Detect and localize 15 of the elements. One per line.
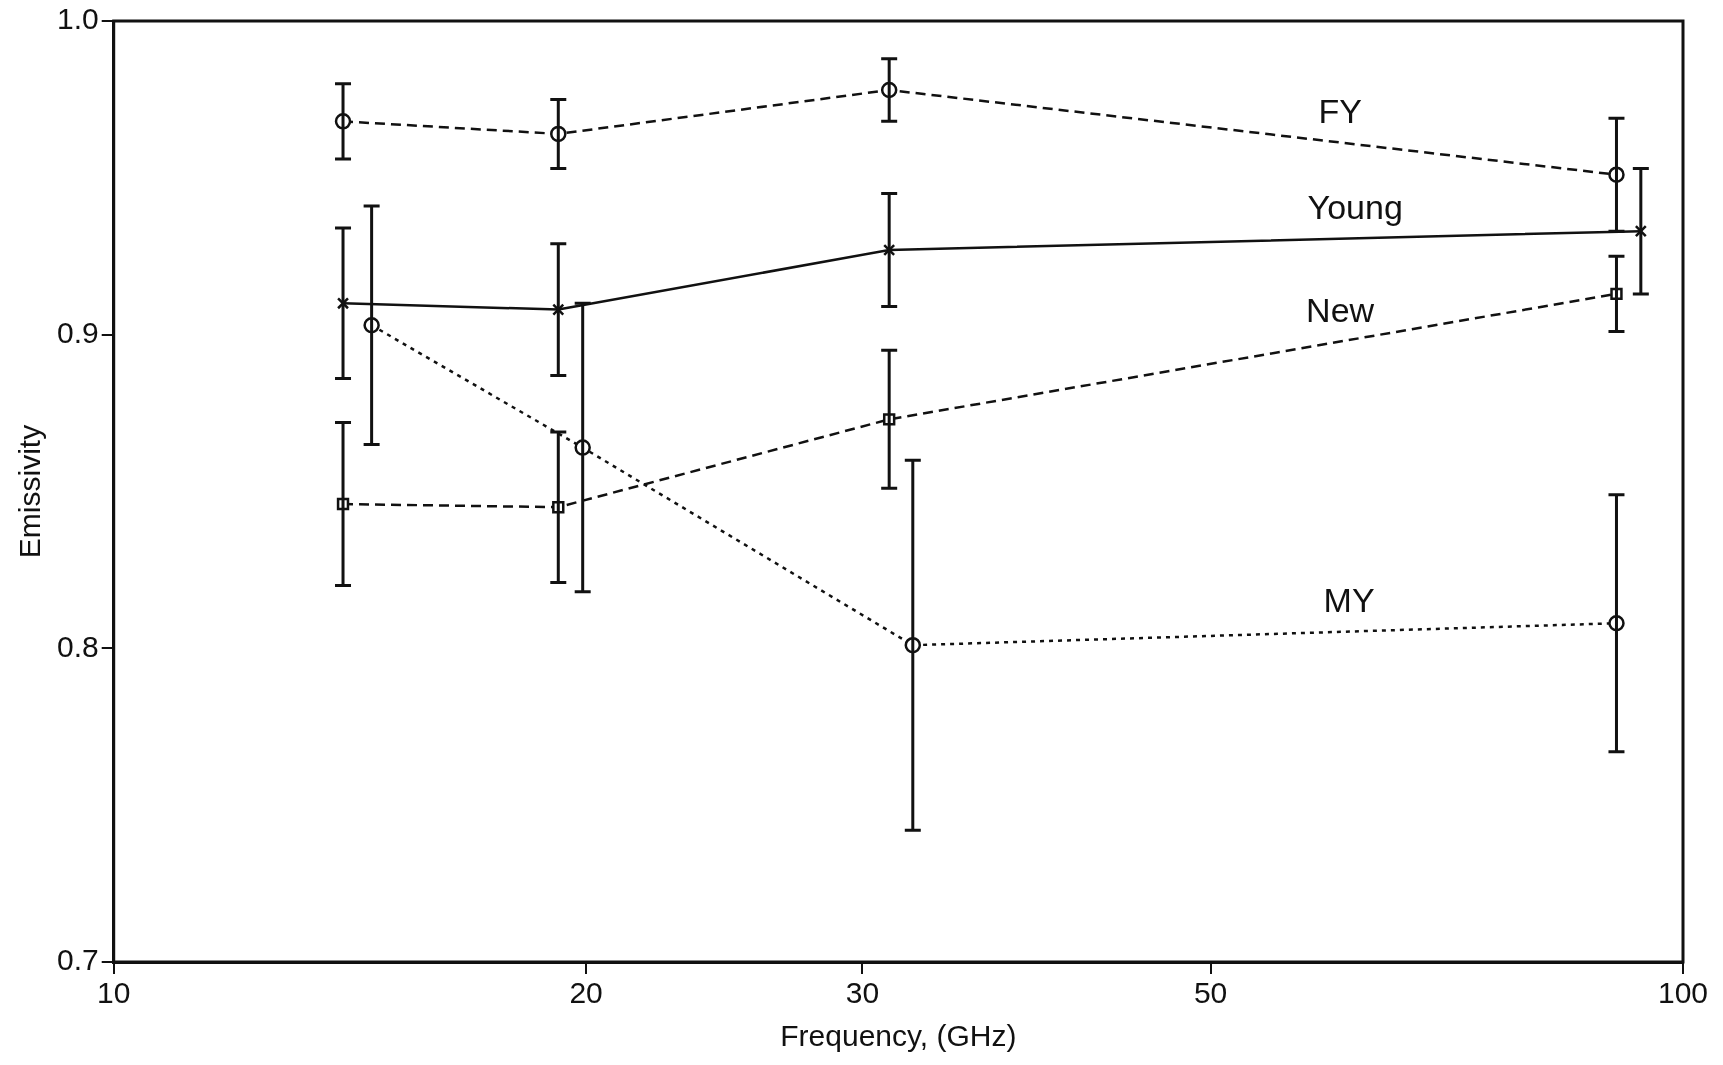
series-label: Young <box>1307 187 1403 226</box>
series-label: New <box>1306 290 1375 329</box>
y-tick-label: 0.8 <box>56 629 99 663</box>
x-axis-title: Frequency, (GHz) <box>780 1019 1017 1053</box>
x-tick-label: 10 <box>97 976 131 1010</box>
x-tick-label: 50 <box>1193 976 1228 1010</box>
y-tick-label: 0.7 <box>56 943 99 977</box>
x-tick-label: 30 <box>845 976 880 1010</box>
series-label: MY <box>1323 580 1375 619</box>
x-tick-label: 100 <box>1657 976 1709 1010</box>
series-label: FY <box>1318 91 1362 130</box>
x-tick-label: 20 <box>569 976 603 1010</box>
y-tick-label: 0.9 <box>56 315 99 349</box>
y-tick-label: 1.0 <box>56 2 99 36</box>
y-axis-title: Emissivity <box>13 424 47 559</box>
